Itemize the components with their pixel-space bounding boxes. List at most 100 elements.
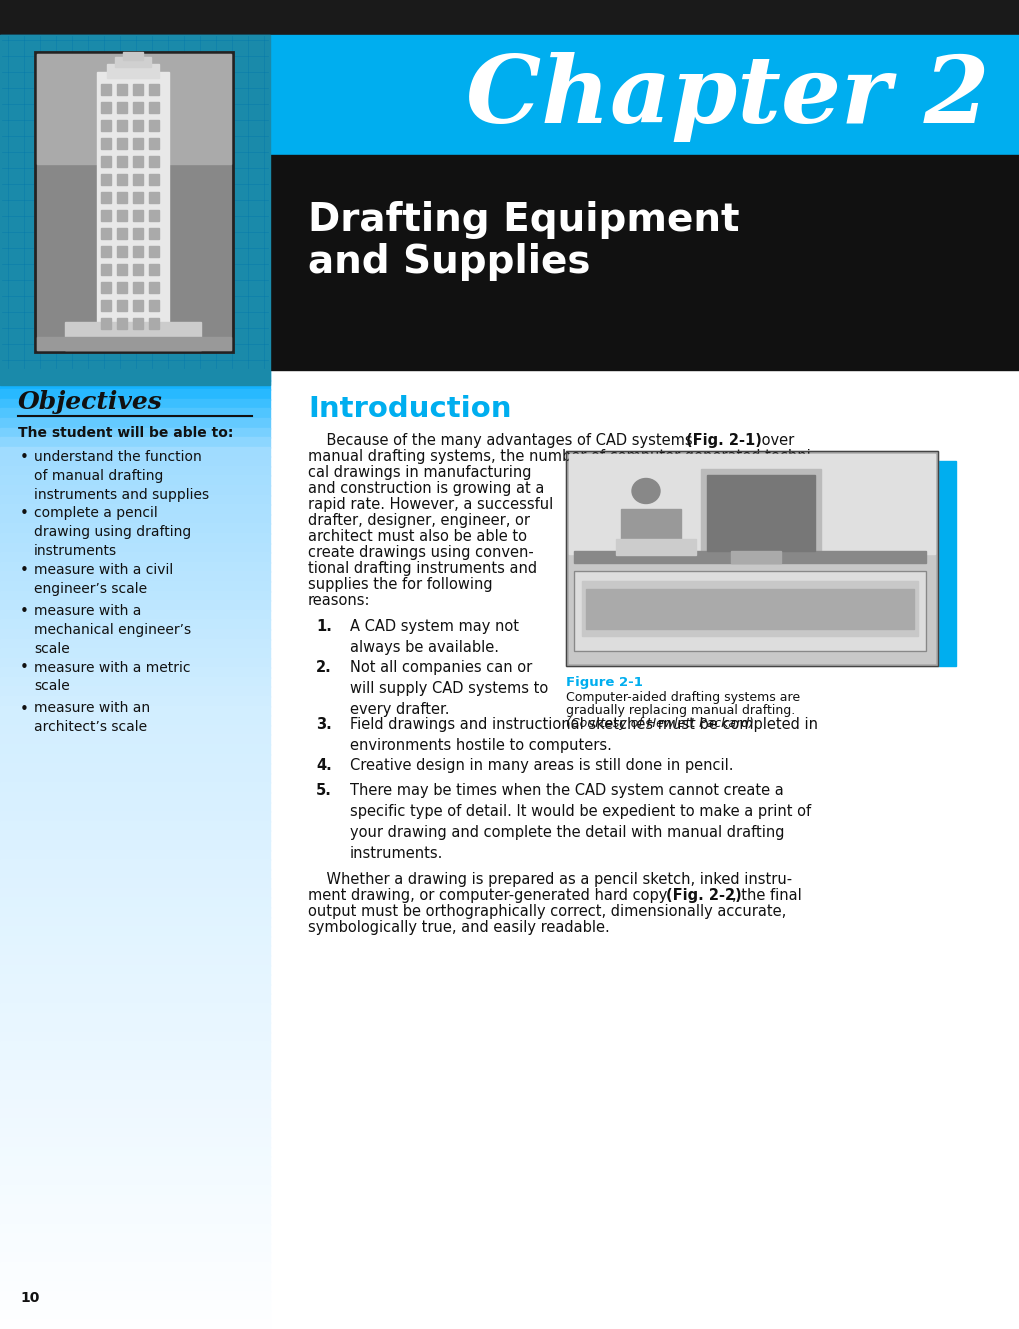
- Bar: [0, 811, 270, 821]
- Bar: [0, 906, 270, 917]
- Bar: [117, 138, 127, 149]
- Bar: [0, 1013, 270, 1023]
- Bar: [0, 1195, 270, 1205]
- Text: tional drafting instruments and: tional drafting instruments and: [308, 561, 537, 575]
- Bar: [101, 229, 111, 239]
- Bar: [0, 1233, 270, 1244]
- Bar: [101, 191, 111, 203]
- Bar: [101, 138, 111, 149]
- Bar: [117, 229, 127, 239]
- Bar: [574, 571, 925, 651]
- Text: (Fig. 2-1): (Fig. 2-1): [686, 433, 761, 448]
- Bar: [621, 509, 681, 560]
- Bar: [97, 72, 169, 347]
- Bar: [0, 676, 270, 687]
- Bar: [37, 338, 230, 350]
- Text: •: •: [20, 702, 29, 716]
- Bar: [0, 1147, 270, 1158]
- Bar: [0, 849, 270, 860]
- Text: measure with a metric
scale: measure with a metric scale: [34, 661, 191, 694]
- Bar: [0, 715, 270, 726]
- Bar: [569, 455, 934, 663]
- Bar: [132, 264, 143, 275]
- Bar: [0, 1031, 270, 1042]
- Bar: [0, 581, 270, 591]
- Text: •: •: [20, 451, 29, 465]
- Bar: [0, 1204, 270, 1215]
- Bar: [149, 229, 159, 239]
- Bar: [566, 451, 937, 666]
- Text: Introduction: Introduction: [308, 395, 511, 423]
- Text: and construction is growing at a: and construction is growing at a: [308, 481, 544, 496]
- Bar: [123, 52, 143, 60]
- Text: Creative design in many areas is still done in pencil.: Creative design in many areas is still d…: [350, 758, 733, 773]
- Bar: [706, 474, 814, 552]
- Bar: [0, 1138, 270, 1148]
- Text: gradually replacing manual drafting.: gradually replacing manual drafting.: [566, 704, 795, 718]
- Bar: [0, 1272, 270, 1282]
- Bar: [0, 533, 270, 544]
- Bar: [149, 210, 159, 221]
- Text: •: •: [20, 563, 29, 578]
- Bar: [0, 859, 270, 869]
- Bar: [0, 1090, 270, 1100]
- Text: drafter, designer, engineer, or: drafter, designer, engineer, or: [308, 513, 530, 528]
- Text: (Fig. 2-2): (Fig. 2-2): [665, 888, 741, 902]
- Text: The student will be able to:: The student will be able to:: [18, 427, 233, 440]
- Text: understand the function
of manual drafting
instruments and supplies: understand the function of manual drafti…: [34, 451, 209, 502]
- Bar: [0, 869, 270, 880]
- Bar: [117, 191, 127, 203]
- Bar: [101, 300, 111, 311]
- Bar: [0, 667, 270, 678]
- Text: Computer-aided drafting systems are: Computer-aided drafting systems are: [566, 691, 799, 704]
- Text: Objectives: Objectives: [18, 389, 163, 415]
- Bar: [0, 821, 270, 832]
- Bar: [132, 138, 143, 149]
- Bar: [132, 246, 143, 256]
- Ellipse shape: [632, 478, 659, 504]
- Bar: [0, 706, 270, 716]
- Bar: [0, 983, 270, 994]
- Bar: [0, 485, 270, 496]
- Bar: [0, 1261, 270, 1272]
- Bar: [149, 155, 159, 167]
- Bar: [101, 174, 111, 185]
- Bar: [270, 155, 1019, 369]
- Bar: [0, 1281, 270, 1292]
- Bar: [0, 974, 270, 985]
- Bar: [132, 210, 143, 221]
- Bar: [117, 264, 127, 275]
- Text: measure with an
architect’s scale: measure with an architect’s scale: [34, 702, 150, 735]
- Bar: [0, 724, 270, 735]
- Bar: [0, 0, 270, 369]
- Bar: [0, 649, 270, 659]
- Bar: [937, 461, 955, 666]
- Bar: [107, 64, 159, 78]
- Bar: [615, 540, 695, 556]
- Text: manual drafting systems, the number of computer-generated techni-: manual drafting systems, the number of c…: [308, 449, 815, 464]
- Bar: [0, 590, 270, 601]
- Bar: [149, 264, 159, 275]
- Bar: [0, 524, 270, 534]
- Text: Not all companies can or
will supply CAD systems to
every drafter.: Not all companies can or will supply CAD…: [350, 661, 548, 718]
- Text: output must be orthographically correct, dimensionally accurate,: output must be orthographically correct,…: [308, 904, 786, 918]
- Text: over: over: [756, 433, 794, 448]
- Bar: [132, 300, 143, 311]
- Bar: [0, 399, 270, 409]
- Bar: [149, 120, 159, 132]
- Text: rapid rate. However, a successful: rapid rate. However, a successful: [308, 497, 552, 512]
- Bar: [0, 1079, 270, 1090]
- Bar: [101, 318, 111, 330]
- Bar: [0, 1320, 270, 1329]
- Bar: [0, 542, 270, 553]
- Bar: [101, 84, 111, 94]
- Text: cal drawings in manufacturing: cal drawings in manufacturing: [308, 465, 531, 480]
- Bar: [132, 102, 143, 113]
- Bar: [149, 300, 159, 311]
- Text: symbologically true, and easily readable.: symbologically true, and easily readable…: [308, 920, 609, 936]
- Bar: [0, 428, 270, 439]
- Bar: [0, 696, 270, 707]
- Bar: [0, 437, 270, 448]
- Bar: [0, 1070, 270, 1080]
- Bar: [0, 0, 1019, 35]
